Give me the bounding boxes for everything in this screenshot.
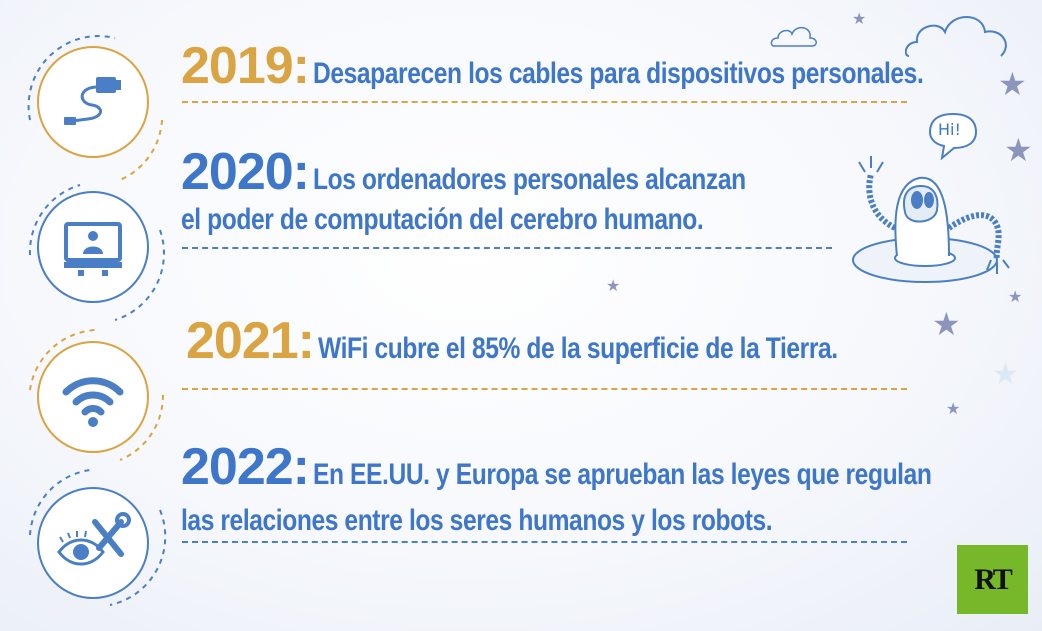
divider	[182, 247, 832, 249]
star-icon: ★	[946, 401, 961, 418]
year-label: 2019:	[181, 37, 310, 95]
divider	[182, 541, 907, 543]
computer-icon	[64, 222, 122, 276]
robot-illustration	[852, 156, 1010, 283]
rt-logo: RT	[957, 545, 1028, 614]
star-icon: ★	[998, 66, 1027, 102]
cable-icon	[64, 77, 121, 125]
divider	[182, 388, 907, 390]
entry-text-continued: el poder de computación del cerebro huma…	[181, 203, 704, 236]
cloud-icon	[905, 16, 1007, 57]
icon-circle-2019	[37, 46, 149, 158]
year-label: 2021:	[186, 312, 315, 370]
star-icon: ★	[932, 306, 961, 342]
eye-tools-icon	[57, 512, 131, 566]
icon-circle-2021	[37, 341, 149, 453]
divider	[182, 101, 907, 103]
decorative-arc	[27, 35, 167, 606]
timeline-entry-2022: 2022: En EE.UU. y Europa se aprueban las…	[181, 441, 1042, 493]
entry-text: Desaparecen los cables para dispositivos…	[312, 57, 924, 90]
cloud-icon	[770, 26, 817, 47]
star-icon: ★	[992, 358, 1019, 391]
icon-circle-2022	[37, 487, 149, 599]
entry-text-continued: las relaciones entre los seres humanos y…	[181, 504, 773, 537]
year-label: 2020:	[181, 143, 310, 201]
entry-text: Los ordenadores personales alcanzan	[312, 163, 746, 196]
timeline-entry-2019: 2019: Desaparecen los cables para dispos…	[181, 40, 1042, 92]
timeline-entry-2021: 2021: WiFi cubre el 85% de la superficie…	[186, 315, 952, 367]
icon-circle-2020	[37, 191, 149, 303]
star-icon: ★	[1004, 132, 1033, 168]
timeline-entry-2022-line2: las relaciones entre los seres humanos y…	[181, 506, 902, 536]
timeline-entry-2020-line2: el poder de computación del cerebro huma…	[181, 205, 818, 235]
star-icon: ★	[852, 11, 867, 28]
logo-text: RT	[974, 562, 1013, 596]
wifi-icon	[62, 377, 124, 427]
star-icon: ★	[1008, 289, 1023, 306]
speech-bubble: Hi!	[928, 112, 978, 160]
year-label: 2022:	[181, 438, 310, 496]
timeline-entry-2020: 2020: Los ordenadores personales alcanza…	[181, 146, 841, 198]
speech-text: Hi!	[938, 120, 961, 139]
star-icon: ★	[606, 278, 621, 295]
entry-text: En EE.UU. y Europa se aprueban las leyes…	[312, 458, 932, 491]
entry-text: WiFi cubre el 85% de la superficie de la…	[317, 332, 838, 365]
